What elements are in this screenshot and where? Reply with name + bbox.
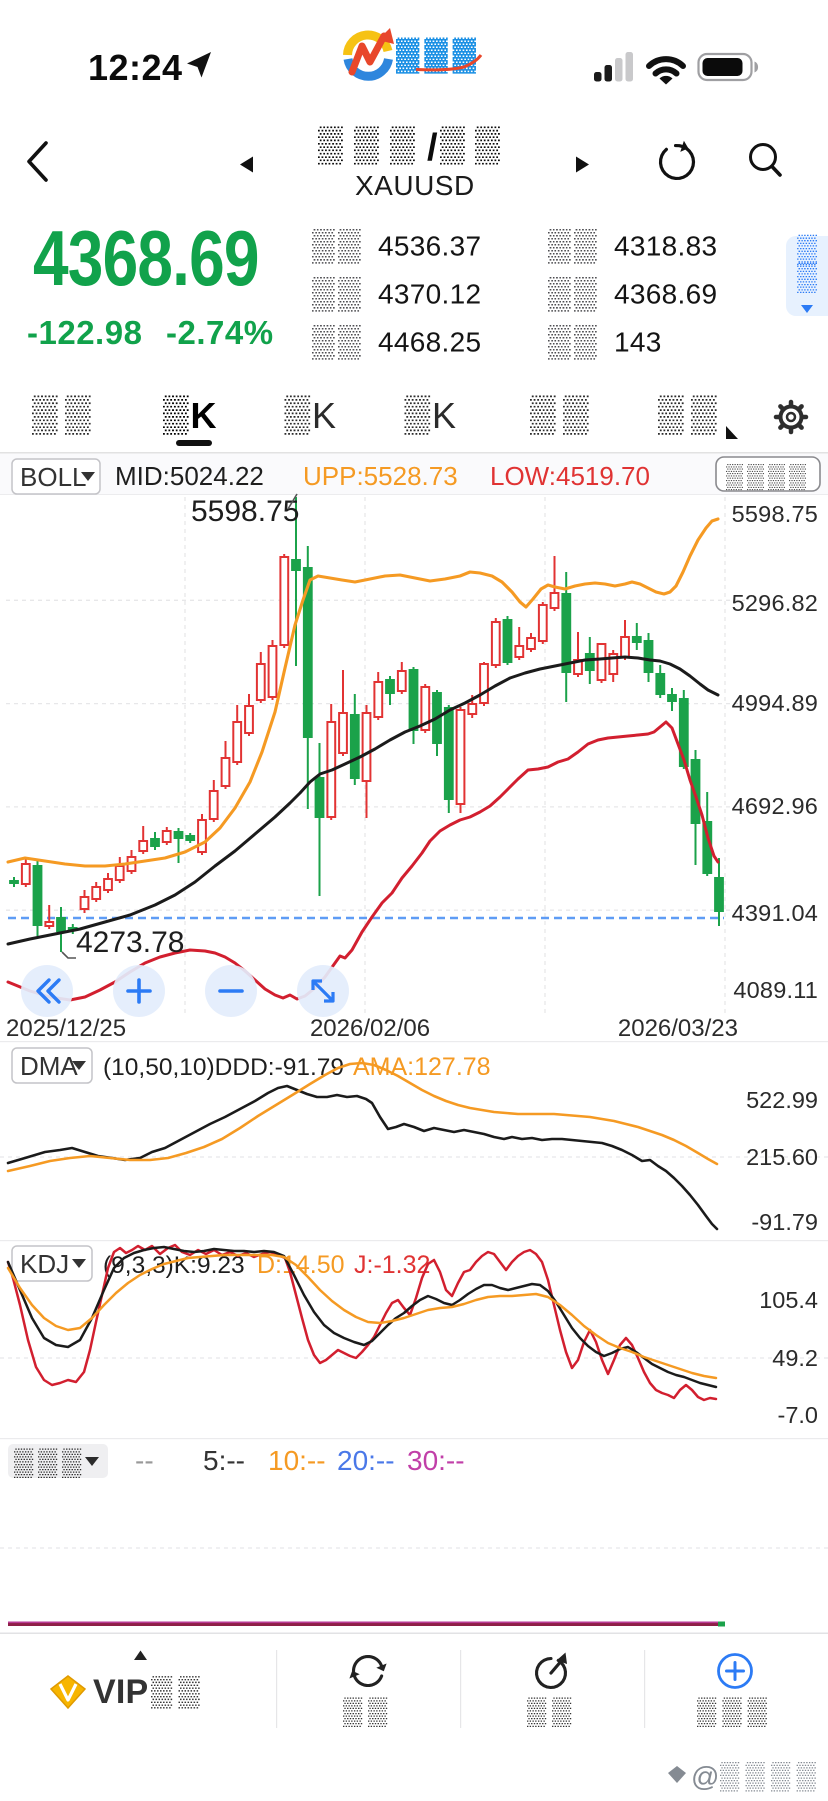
svg-text:522.99: 522.99 (746, 1087, 818, 1113)
svg-text:4318.83: 4318.83 (614, 231, 717, 262)
svg-text:4273.78: 4273.78 (76, 926, 184, 959)
svg-text:▒▒▒▒: ▒▒▒▒ (720, 1761, 822, 1792)
svg-text:30:--: 30:-- (407, 1445, 465, 1476)
svg-text:▒▒: ▒▒ (312, 275, 364, 313)
svg-text:▒▒: ▒▒ (527, 1696, 577, 1727)
svg-text:(10,50,10)DDD:-91.79: (10,50,10)DDD:-91.79 (103, 1054, 344, 1081)
svg-text:▒: ▒ (797, 233, 825, 266)
svg-text:12:24: 12:24 (88, 47, 183, 88)
svg-text:5296.82: 5296.82 (732, 590, 818, 616)
svg-text:4368.69: 4368.69 (614, 279, 717, 310)
svg-text:2026/03/23: 2026/03/23 (618, 1015, 738, 1042)
svg-text:J:-1.32: J:-1.32 (354, 1251, 430, 1279)
svg-text:▒▒: ▒▒ (343, 1696, 393, 1727)
svg-text:215.60: 215.60 (746, 1144, 818, 1170)
svg-text:20:--: 20:-- (337, 1445, 395, 1476)
svg-text:▒▒: ▒▒ (32, 392, 98, 435)
svg-text:▒▒: ▒▒ (530, 392, 596, 435)
svg-text:MID:5024.22: MID:5024.22 (115, 461, 264, 491)
svg-text:K: K (312, 395, 336, 436)
svg-text:5:--: 5:-- (203, 1445, 245, 1476)
svg-text:105.4: 105.4 (759, 1287, 818, 1313)
svg-text:▒▒▒: ▒▒▒ (318, 125, 426, 165)
svg-text:10:--: 10:-- (268, 1445, 326, 1476)
svg-text:2025/12/25: 2025/12/25 (6, 1015, 126, 1042)
svg-text:▒▒: ▒▒ (151, 1675, 206, 1709)
svg-text:▒▒: ▒▒ (658, 392, 724, 435)
svg-text:UPP:5528.73: UPP:5528.73 (303, 461, 458, 491)
svg-text:▒▒: ▒▒ (312, 227, 364, 265)
svg-text:BOLL: BOLL (20, 462, 87, 492)
svg-text:LOW:4519.70: LOW:4519.70 (490, 461, 650, 491)
svg-text:4994.89: 4994.89 (732, 690, 818, 716)
svg-text:4368.69: 4368.69 (33, 215, 259, 302)
svg-text:/: / (427, 127, 438, 169)
svg-text:4536.37: 4536.37 (378, 231, 481, 262)
svg-text:▒▒▒: ▒▒▒ (697, 1696, 773, 1727)
svg-text:5598.75: 5598.75 (732, 501, 818, 527)
svg-text:DMA: DMA (20, 1051, 78, 1081)
svg-text:@: @ (691, 1761, 719, 1792)
svg-text:4468.25: 4468.25 (378, 327, 481, 358)
svg-text:VIP: VIP (93, 1673, 148, 1711)
svg-text:49.2: 49.2 (772, 1345, 818, 1371)
svg-text:▓▓▓: ▓▓▓ (396, 35, 481, 74)
svg-text:5598.75: 5598.75 (191, 495, 299, 528)
svg-text:▒: ▒ (405, 392, 441, 435)
svg-text:KDJ: KDJ (20, 1249, 69, 1279)
svg-text:4391.04: 4391.04 (732, 900, 818, 926)
svg-text:K: K (191, 395, 217, 436)
svg-text:▒▒▒: ▒▒▒ (14, 1447, 86, 1478)
svg-text:-91.79: -91.79 (751, 1209, 818, 1235)
svg-text:▒▒▒▒: ▒▒▒▒ (726, 463, 810, 491)
svg-text:AMA:127.78: AMA:127.78 (353, 1053, 491, 1081)
svg-text:▒: ▒ (285, 392, 321, 435)
svg-text:-2.74%: -2.74% (166, 314, 274, 351)
svg-text:▒: ▒ (797, 261, 825, 294)
svg-text:▒▒: ▒▒ (548, 227, 600, 265)
svg-text:▒▒: ▒▒ (312, 323, 364, 361)
svg-text:-122.98: -122.98 (27, 314, 142, 351)
svg-text:▒▒: ▒▒ (440, 125, 510, 165)
svg-text:-7.0: -7.0 (778, 1402, 819, 1428)
svg-text:▒▒: ▒▒ (548, 323, 600, 361)
svg-text:K: K (432, 395, 456, 436)
svg-text:--: -- (135, 1445, 154, 1476)
svg-text:143: 143 (614, 327, 662, 358)
svg-text:▒: ▒ (163, 392, 199, 435)
svg-text:4692.96: 4692.96 (732, 793, 818, 819)
svg-text:4370.12: 4370.12 (378, 279, 481, 310)
svg-text:XAUUSD: XAUUSD (355, 170, 475, 201)
svg-text:▒▒: ▒▒ (548, 275, 600, 313)
svg-text:4089.11: 4089.11 (733, 977, 818, 1003)
svg-text:2026/02/06: 2026/02/06 (310, 1015, 430, 1042)
